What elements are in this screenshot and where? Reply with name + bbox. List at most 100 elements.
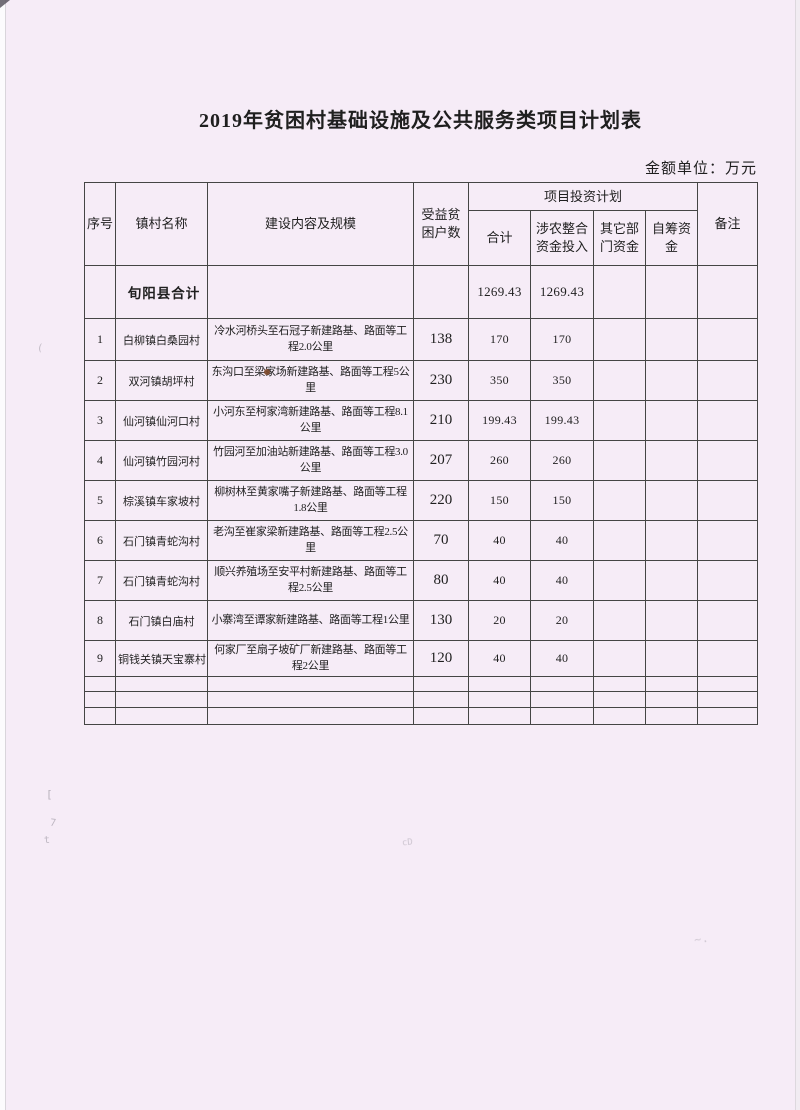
row-households: 130: [413, 600, 469, 641]
row-remark: [697, 560, 759, 601]
row-remark: [697, 640, 759, 677]
summary-households: [413, 265, 469, 319]
unit-note: 金额单位：万元: [644, 161, 757, 177]
row-other: [593, 640, 646, 677]
row-households: 80: [413, 560, 469, 601]
table-row: 5 棕溪镇车家坡村 柳树林至黄家嘴子新建路基、路面等工程1.8公里 220 15…: [84, 480, 759, 521]
row-village: 棕溪镇车家坡村: [115, 480, 208, 521]
row-other: [593, 560, 646, 601]
project-plan-table: 序号 镇村名称 建设内容及规模 受益贫困户数 项目投资计划 备注 合计 涉农整合…: [84, 182, 759, 725]
pencil-smudge-artifact: ~.: [692, 930, 710, 948]
row-other: [593, 520, 646, 561]
row-village: 石门镇白庙村: [115, 600, 208, 641]
row-no: 3: [84, 400, 116, 441]
row-agri: 150: [530, 480, 594, 521]
row-remark: [697, 400, 759, 441]
row-households: 230: [413, 360, 469, 401]
row-village: 双河镇胡坪村: [115, 360, 208, 401]
row-total: 199.43: [468, 400, 531, 441]
row-content: 小寨湾至谭家新建路基、路面等工程1公里: [207, 600, 414, 641]
row-village: 石门镇青蛇沟村: [115, 520, 208, 561]
empty-row: [84, 691, 759, 708]
row-remark: [697, 318, 759, 361]
row-agri: 40: [530, 560, 594, 601]
page-right-edge: [795, 0, 800, 1110]
row-self: [644, 480, 699, 521]
row-total: 170: [468, 318, 531, 361]
summary-total: 1269.43: [468, 265, 531, 319]
header-other-funds: 其它部门资金: [593, 210, 646, 266]
table-row: 9 铜钱关镇天宝寨村 何家厂至扇子坡矿厂新建路基、路面等工程2公里 120 40…: [84, 640, 759, 677]
row-village: 仙河镇仙河口村: [115, 400, 208, 441]
row-self: [644, 318, 699, 361]
row-content: 老沟至崔家梁新建路基、路面等工程2.5公里: [207, 520, 414, 561]
row-content: 柳树林至黄家嘴子新建路基、路面等工程1.8公里: [207, 480, 414, 521]
summary-row: 旬阳县合计 1269.43 1269.43: [84, 265, 759, 319]
row-total: 40: [468, 520, 531, 561]
row-village: 铜钱关镇天宝寨村: [115, 640, 208, 677]
row-total: 20: [468, 600, 531, 641]
summary-other: [593, 265, 646, 319]
row-households: 210: [413, 400, 469, 441]
row-no: 8: [84, 600, 116, 641]
summary-label: 旬阳县合计: [115, 265, 208, 319]
header-remark: 备注: [697, 182, 759, 266]
table-row: 7 石门镇青蛇沟村 顺兴养殖场至安平村新建路基、路面等工程2.5公里 80 40…: [84, 560, 759, 601]
row-other: [593, 360, 646, 401]
row-content: 冷水河桥头至石冠子新建路基、路面等工程2.0公里: [207, 318, 414, 361]
row-self: [644, 560, 699, 601]
row-agri: 20: [530, 600, 594, 641]
row-agri: 170: [530, 318, 594, 361]
row-households: 120: [413, 640, 469, 677]
row-other: [593, 480, 646, 521]
row-total: 40: [468, 640, 531, 677]
table-row: 4 仙河镇竹园河村 竹园河至加油站新建路基、路面等工程3.0公里 207 260…: [84, 440, 759, 481]
row-total: 260: [468, 440, 531, 481]
header-total: 合计: [468, 210, 531, 266]
row-content: 竹园河至加油站新建路基、路面等工程3.0公里: [207, 440, 414, 481]
row-other: [593, 318, 646, 361]
row-content: 何家厂至扇子坡矿厂新建路基、路面等工程2公里: [207, 640, 414, 677]
empty-row: [84, 707, 759, 725]
row-total: 350: [468, 360, 531, 401]
header-self-funds: 自筹资金: [644, 210, 699, 266]
pencil-mark-artifact: (: [36, 342, 44, 355]
row-village: 石门镇青蛇沟村: [115, 560, 208, 601]
header-households: 受益贫困户数: [413, 182, 469, 266]
row-other: [593, 400, 646, 441]
row-self: [644, 400, 699, 441]
summary-remark: [697, 265, 759, 319]
row-no: 1: [84, 318, 116, 361]
row-no: 2: [84, 360, 116, 401]
row-total: 40: [468, 560, 531, 601]
row-self: [644, 640, 699, 677]
summary-self: [644, 265, 699, 319]
table-row: 2 双河镇胡坪村 东沟口至梁家场新建路基、路面等工程5公里 230 350 35…: [84, 360, 759, 401]
row-self: [644, 520, 699, 561]
header-content: 建设内容及规模: [207, 182, 414, 266]
summary-content: [207, 265, 414, 319]
row-agri: 40: [530, 520, 594, 561]
row-remark: [697, 360, 759, 401]
row-households: 70: [413, 520, 469, 561]
row-agri: 350: [530, 360, 594, 401]
row-content: 小河东至柯家湾新建路基、路面等工程8.1公里: [207, 400, 414, 441]
row-no: 5: [84, 480, 116, 521]
row-households: 220: [413, 480, 469, 521]
pencil-mark-artifact: [: [46, 788, 53, 801]
row-village: 仙河镇竹园河村: [115, 440, 208, 481]
table-row: 1 白柳镇白桑园村 冷水河桥头至石冠子新建路基、路面等工程2.0公里 138 1…: [84, 318, 759, 361]
row-self: [644, 600, 699, 641]
row-households: 207: [413, 440, 469, 481]
pencil-mark-artifact: 7: [49, 817, 57, 830]
pencil-smudge-artifact: cD: [401, 837, 414, 849]
row-other: [593, 600, 646, 641]
header-agri-funds: 涉农整合资金投入: [530, 210, 594, 266]
row-content: 顺兴养殖场至安平村新建路基、路面等工程2.5公里: [207, 560, 414, 601]
row-agri: 40: [530, 640, 594, 677]
row-self: [644, 360, 699, 401]
row-other: [593, 440, 646, 481]
row-no: 9: [84, 640, 116, 677]
header-village: 镇村名称: [115, 182, 208, 266]
page-left-edge: [0, 0, 6, 1110]
